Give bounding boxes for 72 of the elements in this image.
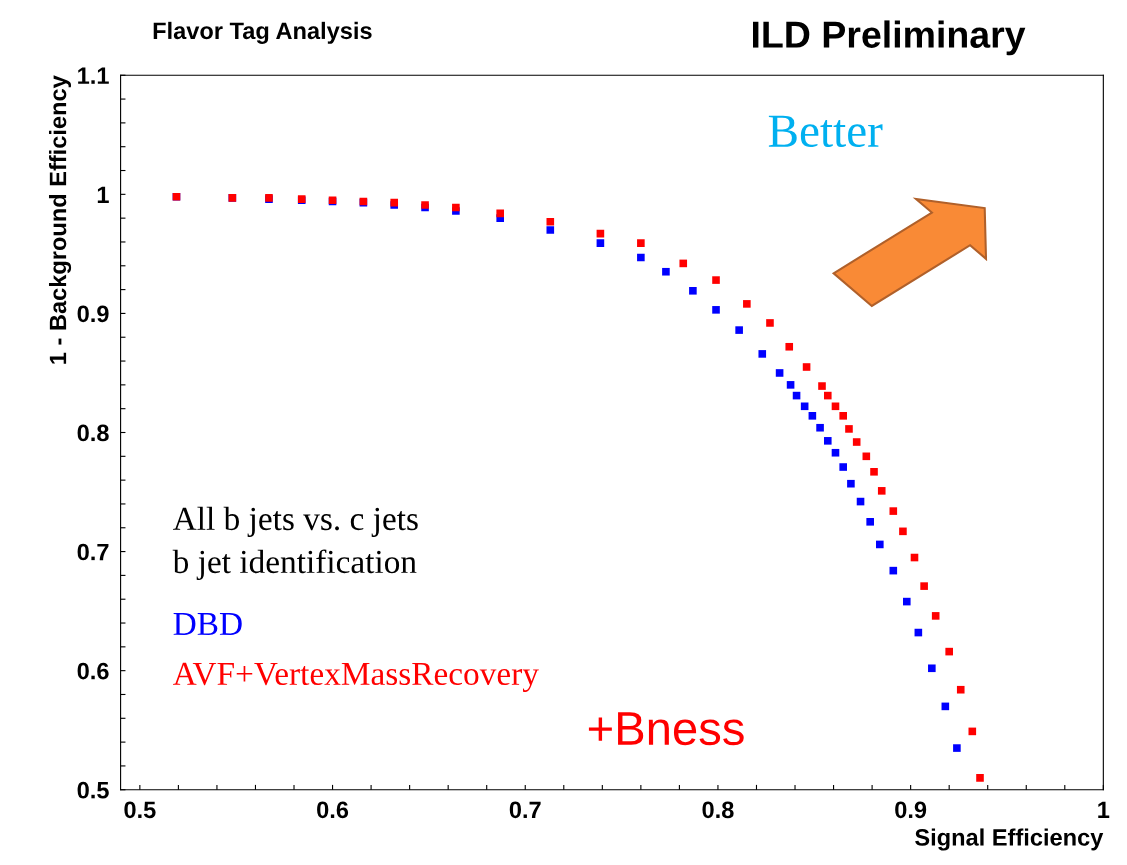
- point: [839, 412, 847, 420]
- point: [866, 518, 874, 526]
- point: [679, 259, 688, 268]
- point: [735, 326, 743, 334]
- annotation: +Bness: [588, 712, 744, 746]
- point: [831, 402, 840, 411]
- point: [452, 203, 460, 212]
- y-tick-label: 1: [97, 186, 109, 203]
- point: [712, 306, 720, 314]
- point: [743, 300, 751, 308]
- x-tick-label: 0.5: [124, 801, 156, 819]
- point: [889, 507, 898, 515]
- y-tick-label: 0.6: [77, 662, 109, 680]
- annotation: Better: [768, 115, 883, 148]
- text: DBD: [173, 613, 242, 635]
- point: [800, 402, 809, 411]
- point: [546, 217, 555, 226]
- y-tick-label: 0.7: [77, 543, 109, 561]
- annotation: b jet identification: [172, 549, 417, 580]
- x-tick-label: 0.6: [317, 801, 349, 819]
- text: AVF+VertexMassRecovery: [173, 662, 539, 692]
- point: [637, 253, 645, 262]
- point: [839, 463, 847, 471]
- point: [852, 438, 861, 446]
- point: [496, 209, 504, 218]
- x-tick-label: 0.8: [702, 801, 734, 819]
- point: [902, 597, 911, 606]
- y-tick-label: 0.5: [77, 781, 109, 799]
- y-tick-label: 0.9: [77, 305, 109, 323]
- annotation: All b jets vs. c jets: [173, 506, 418, 537]
- point: [847, 479, 855, 488]
- x-tick-label: 1: [1098, 801, 1110, 818]
- point: [637, 239, 645, 247]
- x-tick-label: 0.7: [509, 801, 541, 819]
- y-tick-label: 0.8: [77, 424, 109, 442]
- point: [870, 467, 878, 476]
- x-axis-title: Signal Efficiency: [915, 828, 1104, 851]
- point: [920, 582, 928, 590]
- y-tick-label: 1.1: [78, 67, 109, 84]
- point: [818, 382, 826, 390]
- point: [802, 363, 811, 371]
- point: [899, 527, 907, 536]
- point: [877, 487, 886, 495]
- point: [662, 267, 670, 276]
- point: [808, 412, 817, 420]
- point: [712, 276, 720, 284]
- y-axis-title: 1 - Background Efficiency: [48, 75, 72, 364]
- point: [968, 727, 977, 736]
- point: [546, 226, 555, 234]
- point: [953, 744, 961, 752]
- chart-subtitle: Flavor Tag Analysis: [153, 21, 372, 44]
- point: [931, 612, 940, 620]
- point: [758, 350, 767, 358]
- point: [831, 448, 840, 457]
- point: [775, 369, 784, 377]
- point: [823, 391, 832, 400]
- point: [596, 239, 605, 247]
- point: [945, 647, 953, 656]
- chart-title: ILD Preliminary: [752, 20, 1026, 56]
- point: [786, 381, 795, 389]
- point: [956, 685, 965, 694]
- point: [876, 540, 884, 549]
- x-tick-label: 0.9: [895, 801, 927, 819]
- point: [766, 319, 774, 327]
- point: [689, 286, 697, 295]
- point: [823, 437, 832, 445]
- point: [845, 425, 853, 433]
- point: [889, 566, 898, 575]
- point: [785, 342, 794, 351]
- point: [928, 664, 936, 673]
- point: [816, 423, 824, 432]
- point: [976, 774, 984, 782]
